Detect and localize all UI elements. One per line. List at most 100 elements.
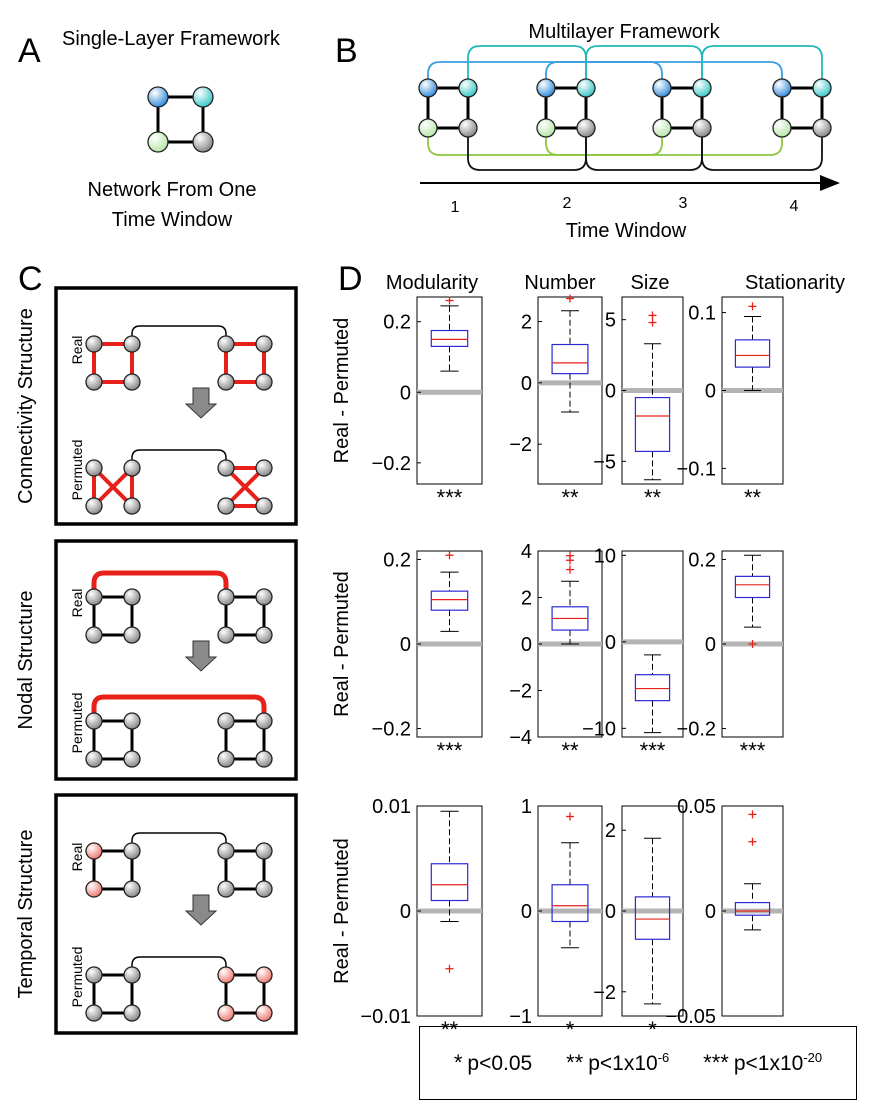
time-axis-label: Time Window xyxy=(566,220,687,242)
y-tick-label: 0 xyxy=(705,901,716,923)
network-node xyxy=(255,880,273,898)
network-node xyxy=(85,1004,103,1022)
y-tick-label: 0 xyxy=(521,901,532,923)
network-node xyxy=(85,966,103,984)
y-tick-label: 0 xyxy=(400,634,411,656)
y-tick-label: 0 xyxy=(400,382,411,404)
y-tick-label: −2 xyxy=(509,434,532,456)
y-tick-label: 2 xyxy=(521,312,532,334)
legend-item-1: * p<0.05 xyxy=(453,1050,533,1075)
permuted-label: Permuted xyxy=(69,693,85,754)
significance-stars: *** xyxy=(640,738,666,763)
iqr-box xyxy=(634,396,671,453)
network-node xyxy=(217,626,235,644)
network-node xyxy=(123,459,141,477)
panel-a-caption-line2: Time Window xyxy=(112,209,233,231)
network-node xyxy=(255,750,273,768)
network-node xyxy=(217,588,235,606)
network-node xyxy=(85,373,103,391)
interlayer-link xyxy=(131,832,227,851)
interlayer-link xyxy=(701,45,823,88)
legend-item-2: ** p<1x10-6 xyxy=(566,1050,670,1075)
significance-stars: * xyxy=(648,1017,657,1042)
y-tick-label: −0.01 xyxy=(360,1006,411,1028)
network-node xyxy=(192,86,214,108)
network-node xyxy=(123,880,141,898)
column-header: Size xyxy=(631,272,670,294)
interlayer-link xyxy=(91,694,267,721)
network-node xyxy=(812,78,832,98)
network-node xyxy=(458,78,478,98)
network-node xyxy=(85,497,103,515)
network-node xyxy=(217,966,235,984)
network-node xyxy=(217,712,235,730)
y-tick-label: 0.05 xyxy=(677,796,716,818)
time-tick-4: 4 xyxy=(790,198,799,215)
network-node xyxy=(217,1004,235,1022)
y-tick-label: 0 xyxy=(605,632,616,654)
significance-stars: ** xyxy=(561,738,579,763)
y-tick-label: −5 xyxy=(593,451,616,473)
y-tick-label: −1 xyxy=(509,1006,532,1028)
time-tick-3: 3 xyxy=(679,195,688,212)
interlayer-link xyxy=(545,61,783,88)
panel-a-title: Single-Layer Framework xyxy=(62,28,281,50)
y-tick-label: −10 xyxy=(582,718,616,740)
significance-stars: ** xyxy=(744,485,762,510)
iqr-box xyxy=(430,329,469,347)
network-node xyxy=(123,712,141,730)
down-arrow-icon xyxy=(184,894,218,926)
y-tick-label: 0 xyxy=(521,634,532,656)
network-node xyxy=(123,842,141,860)
iqr-box xyxy=(734,901,771,916)
interlayer-link xyxy=(467,130,587,171)
iqr-box xyxy=(551,343,589,375)
network-node xyxy=(123,626,141,644)
significance-stars: *** xyxy=(740,738,766,763)
network-node xyxy=(255,626,273,644)
network-node xyxy=(123,966,141,984)
panel-a-caption-line1: Network From One xyxy=(88,179,257,201)
network-node xyxy=(217,335,235,353)
column-header: Stationarity xyxy=(745,272,845,294)
network-node xyxy=(123,497,141,515)
permuted-label: Permuted xyxy=(69,947,85,1008)
significance-stars: ** xyxy=(644,485,662,510)
network-node xyxy=(255,459,273,477)
y-tick-label: 0 xyxy=(605,901,616,923)
network-node xyxy=(217,880,235,898)
network-node xyxy=(458,118,478,138)
y-tick-label: 0 xyxy=(705,634,716,656)
network-node xyxy=(652,118,672,138)
panel-c-group-title: Temporal Structure xyxy=(15,830,37,999)
network-node xyxy=(123,335,141,353)
network-node xyxy=(255,588,273,606)
iqr-box xyxy=(634,896,671,940)
y-tick-label: 0.1 xyxy=(688,303,716,325)
interlayer-link xyxy=(427,61,663,88)
network-node xyxy=(123,588,141,606)
network-node xyxy=(217,459,235,477)
permuted-label: Permuted xyxy=(69,440,85,501)
interlayer-link xyxy=(545,130,783,156)
network-node xyxy=(123,373,141,391)
network-node xyxy=(255,373,273,391)
y-tick-label: 0 xyxy=(521,373,532,395)
interlayer-link xyxy=(585,130,703,171)
real-label: Real xyxy=(69,843,85,872)
y-tick-label: 0.2 xyxy=(688,549,716,571)
y-tick-label: −0.2 xyxy=(677,719,716,741)
iqr-box xyxy=(634,674,671,702)
network-node xyxy=(147,131,169,153)
y-tick-label: 0 xyxy=(605,381,616,403)
multilayer-network xyxy=(418,45,832,171)
network-node xyxy=(217,750,235,768)
y-tick-label: 2 xyxy=(605,820,616,842)
panel-c-box xyxy=(54,539,298,781)
legend-item-3: *** p<1x10-20 xyxy=(703,1050,823,1075)
network-node xyxy=(255,1004,273,1022)
interlayer-link xyxy=(131,325,227,344)
iqr-box xyxy=(734,339,771,368)
network-edge xyxy=(92,466,134,508)
